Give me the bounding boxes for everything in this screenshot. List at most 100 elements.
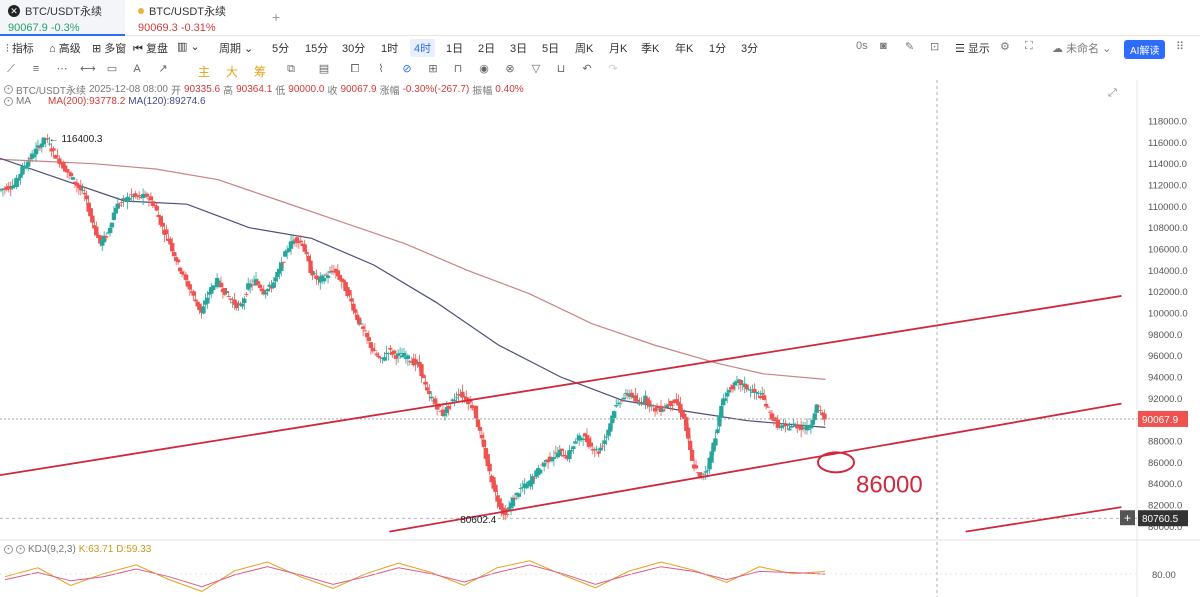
candle-body (635, 399, 640, 402)
link-icon[interactable]: ⊗ (505, 63, 515, 75)
chart-type-icon[interactable]: ▥ ⌄ (177, 41, 200, 53)
candle-body (137, 195, 142, 197)
candle-body (670, 404, 675, 406)
rect-tool-icon[interactable]: ▭ (106, 63, 118, 75)
candle-body (187, 284, 192, 290)
copy-icon[interactable]: ⧠ (350, 63, 360, 75)
line-tool-icon[interactable]: ⟋ (7, 63, 15, 75)
candle-body (460, 391, 465, 398)
interval-5m[interactable]: 5分 (272, 43, 290, 55)
period-dropdown[interactable]: 周期 ⌄ (219, 43, 254, 55)
display-button[interactable]: ☰ 显示 (955, 43, 990, 55)
interval-1h[interactable]: 1时 (381, 43, 399, 55)
tab-btc-usdt-1[interactable]: ✕ BTC/USDT永续 90067.9 -0.3% (0, 0, 125, 36)
crosshair-plus-button (1120, 510, 1135, 526)
tab-btc-usdt-2[interactable]: BTC/USDT永续 90069.3 -0.31% (130, 0, 265, 36)
add-tab-icon[interactable]: + (272, 9, 281, 25)
camera-icon[interactable]: ◙ (880, 40, 887, 52)
eye-icon[interactable]: • (4, 97, 13, 106)
candle-body (100, 239, 105, 246)
candle-body (109, 222, 115, 228)
big-tool[interactable]: 大 (226, 65, 239, 79)
lock-icon[interactable]: ⊓ (453, 63, 463, 75)
settings-icon[interactable]: ⚙ (1000, 41, 1010, 53)
interval-week[interactable]: 周K (575, 43, 594, 55)
candle-body (66, 171, 72, 173)
candle-body (18, 173, 23, 178)
candle-body (294, 237, 300, 243)
candle-body (261, 290, 266, 295)
advanced-button[interactable]: ⌂ 高级 (49, 43, 81, 55)
bookmark-icon[interactable]: ⊡ (930, 41, 940, 53)
multi-window-button[interactable]: ⊞ 多窗 (92, 43, 127, 55)
candle-body (454, 397, 459, 399)
y-tick-label: 94000.0 (1148, 373, 1182, 384)
hlines-tool-icon[interactable]: ≡ (32, 63, 40, 75)
main-tool[interactable]: 主 (198, 65, 211, 79)
interval-3d[interactable]: 3日 (510, 43, 528, 55)
magnet-icon[interactable]: ⊘ (402, 63, 412, 75)
candle-body (547, 456, 553, 461)
parallel-tool-icon[interactable]: ⋯ (56, 63, 68, 75)
candle-body (376, 355, 381, 358)
candle-body (612, 411, 617, 418)
candle-body (538, 469, 543, 474)
candle-body (652, 408, 658, 412)
candle-body (394, 355, 399, 359)
interval-month[interactable]: 月K (609, 43, 628, 55)
ai-analyze-button[interactable]: AI解读 (1124, 40, 1166, 59)
pattern-icon[interactable]: ⧉ (287, 63, 295, 75)
eye-icon[interactable]: ◉ (479, 63, 489, 75)
indicator-button[interactable]: ⫶ 指标 (6, 43, 34, 55)
close-icon[interactable]: ✕ (8, 5, 20, 17)
interval-1m[interactable]: 1分 (709, 43, 727, 55)
settings-icon[interactable]: • (16, 545, 25, 554)
replay-button[interactable]: ⏮ 复盘 (133, 43, 168, 55)
chart-icon[interactable]: ▤ (318, 63, 330, 75)
candle-body (322, 277, 327, 282)
candle-body (806, 429, 812, 431)
candle-body (364, 332, 370, 338)
hline-tool-icon[interactable]: ⟷ (80, 63, 96, 75)
pencil-icon[interactable]: ✎ (905, 41, 915, 53)
candle-body (407, 361, 412, 362)
candle-body (279, 262, 284, 271)
undo-icon[interactable]: ↶ (582, 63, 592, 75)
interval-15m[interactable]: 15分 (305, 43, 329, 55)
interval-5d[interactable]: 5日 (542, 43, 560, 55)
candle-body (197, 303, 202, 311)
interval-4h[interactable]: 4时 (410, 39, 436, 57)
filter-icon[interactable]: ▽ (531, 63, 541, 75)
interval-3m[interactable]: 3分 (741, 43, 759, 55)
candle-body (495, 495, 500, 502)
interval-1d[interactable]: 1日 (446, 43, 464, 55)
eye-icon[interactable]: • (4, 85, 13, 94)
trash-icon[interactable]: ⊔ (556, 63, 566, 75)
candle-body (368, 342, 374, 349)
group-icon[interactable]: ⊞ (428, 63, 438, 75)
tab-price: 90069.3 (138, 22, 178, 34)
chip-tool[interactable]: 筹 (254, 65, 267, 79)
layout-dropdown[interactable]: ☁ 未命名 ⌄ (1052, 43, 1112, 55)
interval-quarter[interactable]: 季K (641, 43, 660, 55)
candle-body (107, 227, 113, 234)
candle-body (209, 287, 214, 294)
candle-body (658, 405, 664, 413)
candle-body (103, 236, 109, 238)
interval-year[interactable]: 年K (675, 43, 694, 55)
candle-body (750, 391, 755, 393)
candle-body (88, 208, 93, 217)
eye-icon[interactable]: • (4, 545, 13, 554)
candle-body (524, 484, 529, 489)
arrow-tool-icon[interactable]: ↗ (158, 63, 168, 75)
interval-2d[interactable]: 2日 (478, 43, 496, 55)
text-tool-icon[interactable]: A (133, 63, 141, 75)
interval-30m[interactable]: 30分 (342, 43, 366, 55)
ruler-icon[interactable]: ⌇ (378, 63, 384, 75)
more-icon[interactable]: ⠿ (1176, 41, 1185, 53)
candle-body (567, 450, 572, 459)
tab-price: 90067.9 (8, 22, 48, 34)
fullscreen-icon[interactable]: ⛶ (1025, 40, 1033, 52)
redo-icon[interactable]: ↷ (608, 63, 618, 75)
